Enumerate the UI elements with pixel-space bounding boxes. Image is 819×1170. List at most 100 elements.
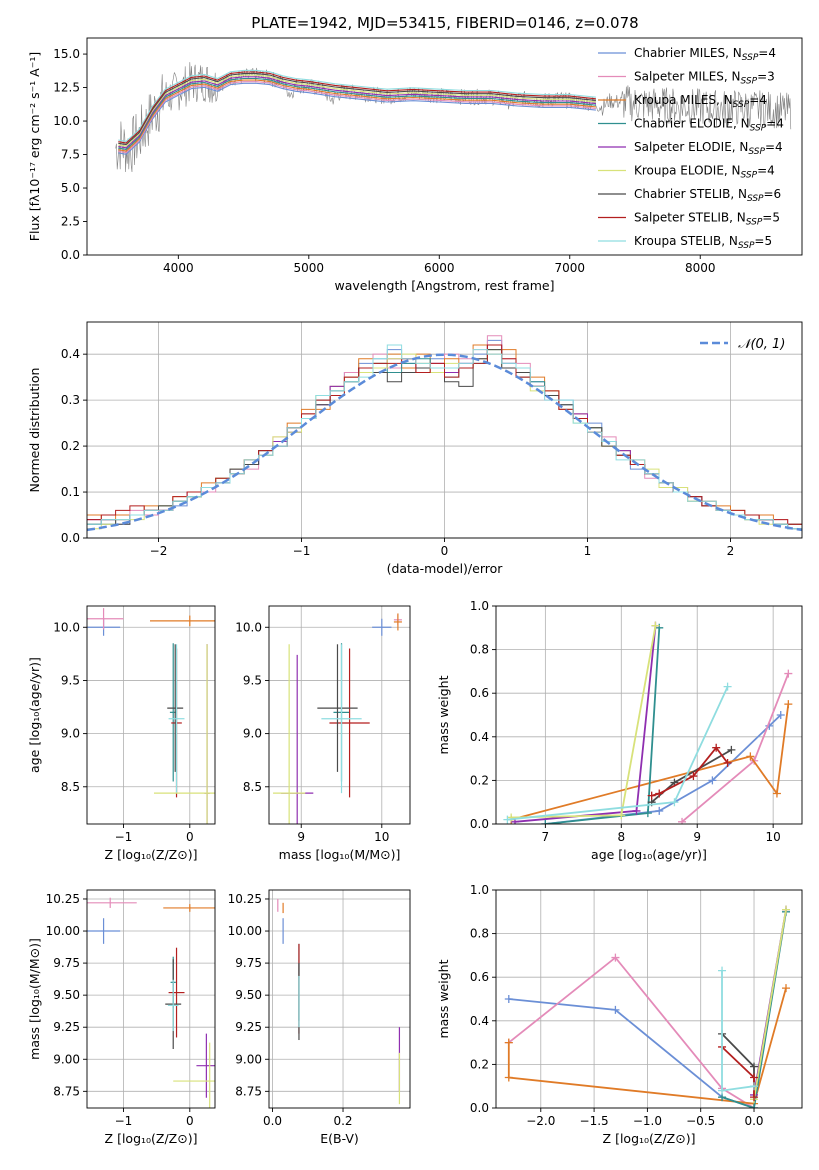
weight-marker xyxy=(750,1082,759,1091)
legend-label: Kroupa ELODIE, NSSP=4 xyxy=(634,164,775,181)
legend-label-sub: SSP xyxy=(742,53,759,63)
weight-line-1 xyxy=(681,673,790,823)
y-axis-label: mass weight xyxy=(436,959,451,1038)
y-tick-label: 0.0 xyxy=(470,1101,489,1115)
weight-line-4 xyxy=(514,625,657,823)
legend-label: Kroupa MILES, NSSP=4 xyxy=(634,93,767,110)
weight-marker xyxy=(503,815,512,824)
legend-label: Kroupa STELIB, NSSP=5 xyxy=(634,234,772,251)
weight-marker xyxy=(718,1086,727,1095)
x-tick-label: 0 xyxy=(186,1114,194,1128)
errorbar-point-6 xyxy=(167,979,179,1032)
y-tick-label: 9.5 xyxy=(243,673,262,687)
y-tick-label: 9.50 xyxy=(53,988,80,1002)
legend-label: Salpeter MILES, NSSP=3 xyxy=(634,70,775,87)
plot-area xyxy=(504,905,791,1108)
weight-line-8 xyxy=(507,686,729,821)
gaussian-curve xyxy=(87,353,802,532)
model-line-5 xyxy=(118,74,596,147)
y-tick-label: 9.5 xyxy=(61,673,80,687)
y-axis-label: age [log₁₀(age/yr)] xyxy=(27,657,42,773)
panel-weight-vs-age: 7 8 9 10 0.0 0.2 0.4 0.6 0.8 1.0 age [log₁₀(age/yr… xyxy=(436,599,803,862)
weight-marker xyxy=(784,700,793,709)
model-line-7 xyxy=(118,71,596,144)
y-axis-label: mass weight xyxy=(436,675,451,754)
y-tick-label: 1.0 xyxy=(470,883,489,897)
axes-frame xyxy=(495,889,803,1109)
x-tick-label: 0.0 xyxy=(263,1114,282,1128)
weight-marker xyxy=(689,772,698,781)
weight-marker xyxy=(655,806,664,815)
weight-marker xyxy=(782,984,791,993)
legend-label-main: Salpeter ELODIE, N xyxy=(634,140,748,154)
weight-marker xyxy=(718,966,727,975)
errorbar-point-8 xyxy=(273,644,306,824)
legend-label-tail: =4 xyxy=(758,46,776,60)
weight-marker xyxy=(678,817,687,824)
panel-age-vs-Z: −1 0 8.5 9.0 9.5 10.0 Z [log₁₀(Z/Z⊙)] age [log₁… xyxy=(27,605,216,862)
errorbar-point-8 xyxy=(153,644,215,824)
y-tick-label: 12.5 xyxy=(53,81,80,95)
panel-age-vs-mass: 9 10 8.5 9.0 9.5 10.0 mass [log₁₀(M/M⊙)] xyxy=(235,605,411,862)
weight-marker xyxy=(776,711,785,719)
plot-area xyxy=(87,897,215,1108)
weight-marker xyxy=(712,743,721,752)
y-tick-label: 0.4 xyxy=(61,347,80,361)
x-tick-label: 10 xyxy=(374,830,389,844)
x-tick-label: 0 xyxy=(186,830,194,844)
model-line-2 xyxy=(118,79,596,152)
x-tick-label: −2 xyxy=(150,544,168,558)
y-tick-label: 8.75 xyxy=(235,1084,262,1098)
y-tick-label: 0.2 xyxy=(61,439,80,453)
y-tick-label: 0.0 xyxy=(61,248,80,262)
y-tick-label: 9.25 xyxy=(235,1020,262,1034)
weight-marker xyxy=(504,995,513,1003)
y-tick-label: 8.5 xyxy=(61,780,80,794)
y-tick-label: 10.0 xyxy=(53,114,80,128)
errorbar-point-5 xyxy=(167,644,184,772)
legend-label-sub: SSP xyxy=(748,147,765,157)
errorbar-point-7 xyxy=(196,1033,215,1098)
y-tick-label: 10.0 xyxy=(53,620,80,634)
y-tick-label: 9.0 xyxy=(61,727,80,741)
y-tick-label: 9.00 xyxy=(235,1052,262,1066)
y-tick-label: 7.5 xyxy=(61,148,80,162)
errorbar-point-6 xyxy=(321,644,362,794)
x-tick-label: −1 xyxy=(293,544,311,558)
model-line-0 xyxy=(118,82,596,155)
legend-label-tail: =5 xyxy=(762,211,780,225)
plot-area xyxy=(115,62,792,173)
y-tick-label: 10.25 xyxy=(46,892,80,906)
y-tick-label: 15.0 xyxy=(53,47,80,61)
x-tick-label: 2 xyxy=(727,544,735,558)
y-tick-label: 9.00 xyxy=(53,1052,80,1066)
axes-frame xyxy=(86,605,216,825)
weight-line-0 xyxy=(508,998,755,1108)
y-tick-label: 10.00 xyxy=(46,924,80,938)
x-axis-label: Z [log₁₀(Z/Z⊙)] xyxy=(105,847,198,862)
x-tick-label: 9 xyxy=(693,830,701,844)
y-tick-label: 0.2 xyxy=(470,773,489,787)
x-tick-label: 0 xyxy=(441,544,449,558)
y-tick-label: 8.5 xyxy=(243,780,262,794)
legend-label-main: Chabrier STELIB, N xyxy=(634,187,747,201)
weight-line-5 xyxy=(753,909,787,1100)
weight-marker xyxy=(647,791,656,800)
y-tick-label: 9.75 xyxy=(53,956,80,970)
legend-label-sub: SSP xyxy=(750,124,767,134)
legend-label-tail: =3 xyxy=(757,70,775,84)
y-tick-label: 0.4 xyxy=(470,730,489,744)
legend-label-sub: SSP xyxy=(738,241,755,251)
errorbar-point-2 xyxy=(163,904,215,912)
y-tick-label: 10.0 xyxy=(235,620,262,634)
y-axis-label: Flux [fλ10⁻¹⁷ erg cm⁻² s⁻¹ A⁻¹] xyxy=(27,52,42,241)
legend-label-tail: =4 xyxy=(757,164,775,178)
x-tick-label: 9 xyxy=(297,830,305,844)
legend-label: Chabrier STELIB, NSSP=6 xyxy=(634,187,781,204)
y-tick-label: 5.0 xyxy=(61,181,80,195)
model-line-1 xyxy=(118,81,596,154)
model-line-3 xyxy=(118,77,596,150)
y-tick-label: 9.75 xyxy=(235,956,262,970)
legend-label: 𝒩(0, 1) xyxy=(738,337,785,352)
y-tick-label: 0.0 xyxy=(61,531,80,545)
